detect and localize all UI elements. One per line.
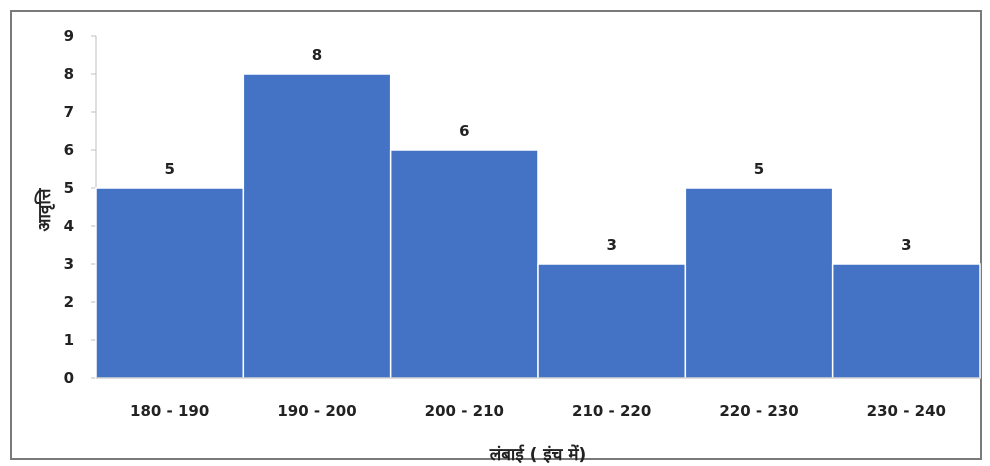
data-label: 3	[901, 236, 911, 254]
data-label: 6	[459, 122, 469, 140]
data-label: 3	[606, 236, 616, 254]
y-tick-label: 1	[64, 331, 74, 349]
y-tick-label: 2	[64, 293, 74, 311]
bar-230-240	[831, 263, 981, 379]
data-label: 5	[754, 160, 764, 178]
bar-180-190	[95, 187, 245, 379]
y-tick-label: 8	[64, 65, 74, 83]
y-tick-label: 6	[64, 141, 74, 159]
x-tick-label: 200 - 210	[425, 402, 504, 420]
data-label: 5	[164, 160, 174, 178]
x-tick-label: 190 - 200	[277, 402, 356, 420]
y-tick-label: 7	[64, 103, 74, 121]
bar-190-200	[242, 73, 392, 379]
y-tick-label: 4	[64, 217, 74, 235]
bar-220-230	[684, 187, 834, 379]
y-axis: 0 1 2 3 4 5 6 7 8 9	[64, 27, 97, 387]
data-labels: 5 8 6 3 5 3	[164, 46, 911, 254]
x-tick-label: 220 - 230	[719, 402, 798, 420]
data-label: 8	[312, 46, 322, 64]
x-tick-label: 210 - 220	[572, 402, 651, 420]
y-tick-label: 9	[64, 27, 74, 45]
y-axis-title: आवृत्ति	[34, 187, 55, 231]
x-axis-title: लंबाई ( इंच में)	[489, 444, 587, 465]
y-tick-label: 5	[64, 179, 74, 197]
bars	[95, 73, 981, 379]
y-tick-label: 0	[64, 369, 74, 387]
x-tick-label: 230 - 240	[867, 402, 946, 420]
bar-210-220	[537, 263, 687, 379]
x-axis: 180 - 190 190 - 200 200 - 210 210 - 220 220 …	[96, 377, 980, 420]
bar-200-210	[389, 149, 539, 379]
y-tick-label: 3	[64, 255, 74, 273]
x-tick-label: 180 - 190	[130, 402, 209, 420]
